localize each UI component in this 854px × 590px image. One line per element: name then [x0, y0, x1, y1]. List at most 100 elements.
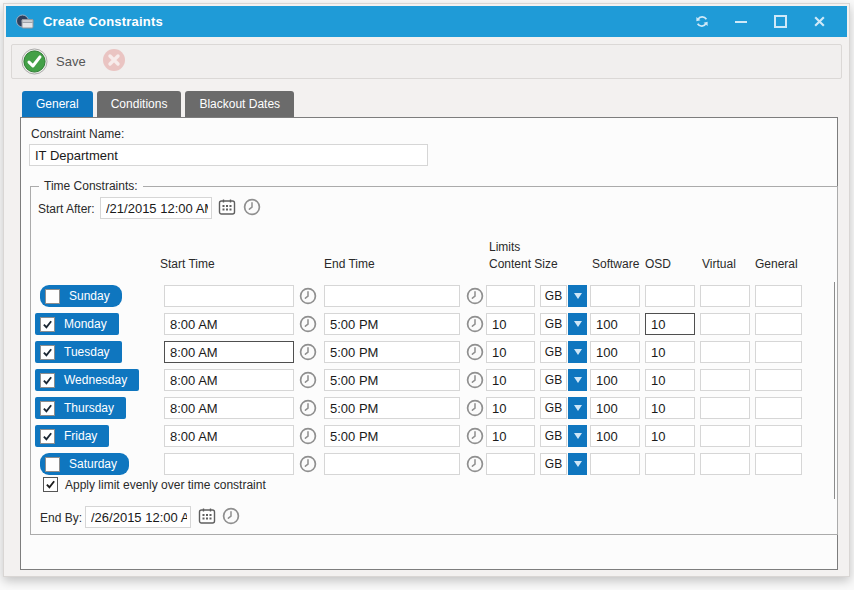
day-checkbox[interactable] [40, 345, 55, 360]
maximize-button[interactable] [773, 15, 787, 29]
refresh-button[interactable] [695, 15, 709, 29]
unit-dropdown-button[interactable] [568, 425, 587, 447]
virtual-input[interactable] [700, 397, 750, 419]
start-time-input[interactable] [164, 453, 294, 475]
start-time-input[interactable] [164, 313, 294, 335]
day-checkbox[interactable] [40, 317, 55, 332]
virtual-input[interactable] [700, 369, 750, 391]
software-input[interactable] [590, 341, 640, 363]
apply-limit-checkbox[interactable] [43, 477, 58, 492]
software-input[interactable] [590, 313, 640, 335]
osd-input[interactable] [645, 313, 695, 335]
end-time-input[interactable] [324, 341, 460, 363]
content-size-input[interactable] [486, 285, 535, 307]
general-input[interactable] [755, 369, 802, 391]
software-input[interactable] [590, 369, 640, 391]
tab-general[interactable]: General [22, 91, 93, 117]
end-time-input[interactable] [324, 397, 460, 419]
virtual-input[interactable] [700, 341, 750, 363]
unit-dropdown-button[interactable] [568, 341, 587, 363]
content-size-input[interactable] [486, 425, 535, 447]
day-checkbox[interactable] [40, 401, 55, 416]
start-time-clock-button[interactable] [299, 315, 317, 333]
end-by-calendar-button[interactable] [198, 507, 216, 525]
software-input[interactable] [590, 453, 640, 475]
start-time-input[interactable] [164, 425, 294, 447]
unit-dropdown-button[interactable] [568, 453, 587, 475]
end-by-input[interactable] [85, 506, 191, 528]
general-input[interactable] [755, 313, 802, 335]
day-toggle-button[interactable]: Saturday [40, 453, 129, 475]
end-time-input[interactable] [324, 369, 460, 391]
day-toggle-button[interactable]: Sunday [40, 285, 122, 307]
end-time-input[interactable] [324, 425, 460, 447]
content-size-input[interactable] [486, 341, 535, 363]
software-input[interactable] [590, 285, 640, 307]
end-time-clock-button[interactable] [466, 343, 484, 361]
start-time-clock-button[interactable] [299, 371, 317, 389]
start-after-calendar-button[interactable] [218, 198, 236, 216]
start-after-input[interactable] [100, 197, 212, 219]
start-time-clock-button[interactable] [299, 287, 317, 305]
end-time-clock-button[interactable] [466, 427, 484, 445]
start-time-input[interactable] [164, 369, 294, 391]
day-toggle-button[interactable]: Thursday [35, 397, 126, 419]
content-size-input[interactable] [486, 397, 535, 419]
end-by-clock-button[interactable] [222, 507, 240, 525]
software-input[interactable] [590, 425, 640, 447]
general-input[interactable] [755, 425, 802, 447]
start-time-clock-button[interactable] [299, 455, 317, 473]
end-time-input[interactable] [324, 453, 460, 475]
start-after-clock-button[interactable] [243, 198, 261, 216]
end-time-input[interactable] [324, 313, 460, 335]
start-time-input[interactable] [164, 341, 294, 363]
day-checkbox[interactable] [45, 289, 60, 304]
virtual-input[interactable] [700, 313, 750, 335]
minimize-button[interactable] [734, 15, 748, 29]
end-time-input[interactable] [324, 285, 460, 307]
end-time-clock-button[interactable] [466, 399, 484, 417]
tab-conditions[interactable]: Conditions [97, 91, 182, 117]
content-size-input[interactable] [486, 453, 535, 475]
end-time-clock-button[interactable] [466, 371, 484, 389]
content-size-input[interactable] [486, 313, 535, 335]
unit-dropdown-button[interactable] [568, 397, 587, 419]
content-size-input[interactable] [486, 369, 535, 391]
end-time-clock-button[interactable] [466, 287, 484, 305]
start-time-clock-button[interactable] [299, 399, 317, 417]
start-time-input[interactable] [164, 397, 294, 419]
virtual-input[interactable] [700, 285, 750, 307]
osd-input[interactable] [645, 425, 695, 447]
unit-dropdown-button[interactable] [568, 313, 587, 335]
osd-input[interactable] [645, 285, 695, 307]
day-checkbox[interactable] [40, 373, 55, 388]
tab-blackout-dates[interactable]: Blackout Dates [185, 91, 294, 117]
general-input[interactable] [755, 341, 802, 363]
general-input[interactable] [755, 453, 802, 475]
day-checkbox[interactable] [40, 429, 55, 444]
end-time-clock-button[interactable] [466, 315, 484, 333]
osd-input[interactable] [645, 341, 695, 363]
close-button[interactable] [812, 15, 826, 29]
day-toggle-button[interactable]: Tuesday [35, 341, 122, 363]
virtual-input[interactable] [700, 453, 750, 475]
unit-dropdown-button[interactable] [568, 285, 587, 307]
day-toggle-button[interactable]: Friday [35, 425, 109, 447]
cancel-button[interactable] [102, 48, 126, 76]
unit-dropdown-button[interactable] [568, 369, 587, 391]
day-toggle-button[interactable]: Monday [35, 313, 119, 335]
general-input[interactable] [755, 397, 802, 419]
start-time-clock-button[interactable] [299, 427, 317, 445]
day-checkbox[interactable] [45, 457, 60, 472]
osd-input[interactable] [645, 453, 695, 475]
day-toggle-button[interactable]: Wednesday [35, 369, 139, 391]
virtual-input[interactable] [700, 425, 750, 447]
end-time-clock-button[interactable] [466, 455, 484, 473]
start-time-clock-button[interactable] [299, 343, 317, 361]
start-time-input[interactable] [164, 285, 294, 307]
osd-input[interactable] [645, 369, 695, 391]
software-input[interactable] [590, 397, 640, 419]
save-button[interactable]: Save [21, 48, 86, 75]
general-input[interactable] [755, 285, 802, 307]
osd-input[interactable] [645, 397, 695, 419]
